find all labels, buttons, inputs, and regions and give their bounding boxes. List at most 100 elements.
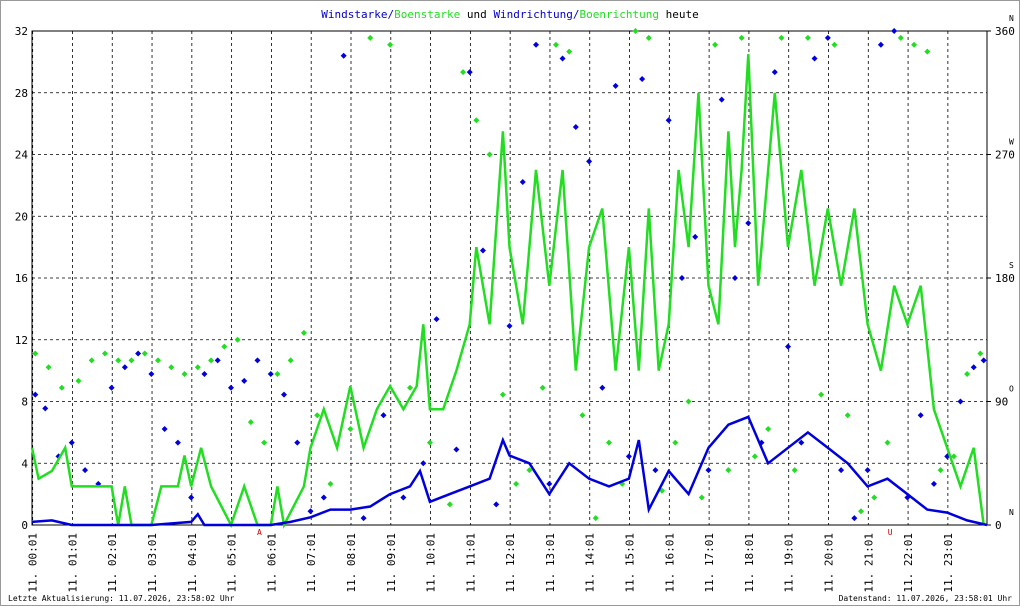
title-part: und (460, 8, 493, 21)
direction-point (778, 34, 785, 41)
direction-point (818, 391, 825, 398)
direction-point (824, 34, 831, 41)
direction-point (592, 515, 599, 522)
x-tick-label: 11. 02:01 (106, 533, 119, 593)
y2-tick-letter: S (1009, 261, 1014, 270)
y-tick-label: 4 (21, 457, 28, 470)
direction-point (911, 41, 918, 48)
direction-point (128, 357, 135, 364)
direction-point (42, 405, 49, 412)
y2-tick-label: 360 (995, 25, 1015, 38)
direction-point (82, 467, 89, 474)
direction-point (632, 28, 639, 34)
direction-point (891, 28, 898, 34)
x-tick-label: 11. 19:01 (783, 533, 796, 593)
direction-point (188, 494, 195, 501)
y-tick-label: 20 (15, 210, 28, 223)
direction-point (161, 425, 168, 432)
y2-tick-letter: N (1009, 14, 1014, 23)
title-part: Boenrichtung (580, 8, 659, 21)
direction-point (665, 117, 672, 124)
direction-point (864, 467, 871, 474)
direction-point (572, 124, 579, 131)
direction-point (420, 460, 427, 467)
direction-point (453, 446, 460, 453)
x-tick-label: 11. 16:01 (663, 533, 676, 593)
footer-left: Letzte Aktualisierung: 11.07.2026, 23:58… (8, 594, 235, 603)
direction-point (552, 41, 559, 48)
direction-point (267, 371, 274, 378)
direction-point (88, 357, 95, 364)
direction-point (652, 467, 659, 474)
y-tick-label: 12 (15, 334, 28, 347)
direction-point (58, 384, 65, 391)
y2-tick-label: 0 (995, 519, 1002, 532)
x-tick-label: 11. 13:01 (544, 533, 557, 593)
direction-point (101, 350, 108, 357)
y-tick-label: 16 (15, 272, 28, 285)
direction-point (221, 343, 228, 350)
direction-point (247, 419, 254, 426)
direction-point (937, 467, 944, 474)
direction-point (533, 41, 540, 48)
direction-point (32, 391, 39, 398)
direction-point (479, 247, 486, 254)
direction-point (360, 515, 367, 522)
direction-point (519, 178, 526, 185)
direction-point (964, 371, 971, 378)
direction-point (380, 412, 387, 419)
direction-point (400, 494, 407, 501)
direction-point (181, 371, 188, 378)
direction-point (473, 117, 480, 124)
direction-point (566, 48, 573, 55)
direction-point (254, 357, 261, 364)
footer-right: Datenstand: 11.07.2026, 23:58:01 Uhr (839, 594, 1013, 603)
direction-point (141, 350, 148, 357)
x-tick-label: 11. 12:01 (504, 533, 517, 593)
direction-point (387, 41, 394, 48)
series-line (31, 415, 988, 527)
direction-point (559, 55, 566, 62)
direction-point (785, 343, 792, 350)
direction-point (871, 494, 878, 501)
direction-point (957, 398, 964, 405)
direction-point (300, 329, 307, 336)
x-tick-label: 11. 07:01 (305, 533, 318, 593)
y-tick-label: 32 (15, 25, 28, 38)
direction-point (493, 501, 500, 508)
direction-point (367, 34, 374, 41)
y-tick-label: 28 (15, 87, 28, 100)
direction-point (625, 453, 632, 460)
direction-point (281, 391, 288, 398)
direction-point (917, 412, 924, 419)
x-tick-label: 11. 15:01 (624, 533, 637, 593)
y2-tick-letter: O (1009, 385, 1014, 394)
direction-point (745, 220, 752, 227)
direction-point (838, 467, 845, 474)
direction-point (121, 364, 128, 371)
direction-point (771, 69, 778, 76)
direction-point (851, 515, 858, 522)
direction-point (108, 384, 115, 391)
title-part: Windstarke/ (321, 8, 394, 21)
y-tick-label: 8 (21, 396, 28, 409)
title-part: heute (659, 8, 699, 21)
y-tick-label: 24 (15, 149, 29, 162)
direction-point (314, 412, 321, 419)
x-tick-label: 11. 00:01 (27, 533, 40, 593)
x-tick-label: 11. 14:01 (584, 533, 597, 593)
x-tick-label: 11. 08:01 (345, 533, 358, 593)
x-tick-label: 11. 05:01 (226, 533, 239, 593)
direction-point (844, 412, 851, 419)
direction-point (526, 467, 533, 474)
y2-tick-label: 90 (995, 396, 1008, 409)
direction-point (612, 82, 619, 89)
direction-point (950, 453, 957, 460)
direction-point (347, 425, 354, 432)
direction-point (446, 501, 453, 508)
direction-point (751, 453, 758, 460)
y2-tick-label: 270 (995, 149, 1015, 162)
direction-point (75, 377, 82, 384)
direction-point (930, 480, 937, 487)
